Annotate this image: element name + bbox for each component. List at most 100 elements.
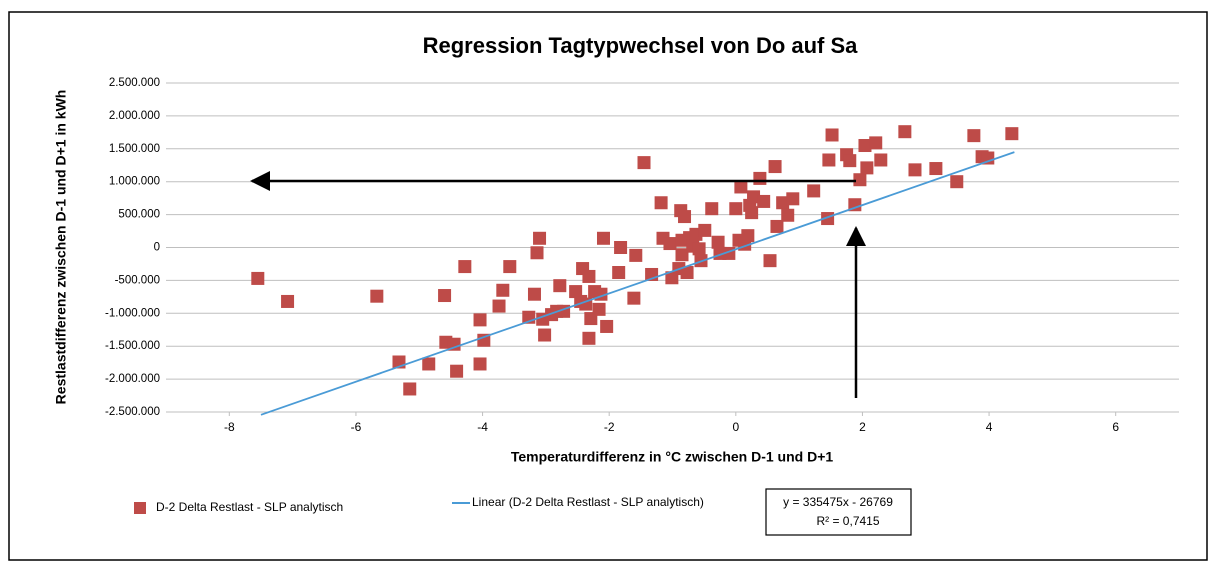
point xyxy=(473,313,487,327)
y-tick-label: -500.000 xyxy=(115,274,160,286)
x-axis-label: Temperaturdifferenz in °C zwischen D-1 u… xyxy=(511,449,834,465)
point xyxy=(596,231,610,245)
point xyxy=(729,202,743,216)
point xyxy=(680,266,694,280)
point xyxy=(450,364,464,378)
point xyxy=(781,208,795,222)
x-tick-label: 6 xyxy=(1112,420,1119,434)
x-tick-label: 2 xyxy=(859,420,866,434)
point xyxy=(929,162,943,176)
x-tick-label: -6 xyxy=(351,420,362,434)
point xyxy=(614,241,628,254)
point xyxy=(825,128,839,142)
point xyxy=(663,237,677,251)
point xyxy=(403,382,417,396)
y-tick-label: 1.000.000 xyxy=(109,176,160,188)
point xyxy=(741,229,755,243)
point xyxy=(281,294,295,308)
point xyxy=(898,125,912,139)
point xyxy=(496,283,510,297)
point xyxy=(747,190,761,204)
point xyxy=(908,163,922,177)
point xyxy=(370,289,384,303)
point xyxy=(582,331,596,345)
point xyxy=(569,285,583,299)
point xyxy=(592,302,606,316)
y-tick-label: -2.000.000 xyxy=(105,373,160,385)
chart-title: Regression Tagtypwechsel von Do auf Sa xyxy=(423,33,859,58)
point xyxy=(981,151,995,165)
point xyxy=(422,357,436,371)
point xyxy=(438,289,452,303)
point xyxy=(692,242,706,256)
point xyxy=(843,154,857,168)
y-tick-label: 500.000 xyxy=(118,209,160,221)
point xyxy=(874,153,888,167)
y-tick-label: 1.500.000 xyxy=(109,143,160,155)
y-tick-label: 2.000.000 xyxy=(109,110,160,122)
y-tick-label: -2.500.000 xyxy=(105,406,160,418)
point xyxy=(251,271,265,285)
point xyxy=(637,156,651,170)
point xyxy=(822,153,836,167)
equation: y = 335475x - 26769 xyxy=(783,495,893,509)
x-tick-label: -8 xyxy=(224,420,235,434)
point xyxy=(950,175,964,189)
y-tick-label: 0 xyxy=(154,242,160,254)
legend-label: D-2 Delta Restlast - SLP analytisch xyxy=(156,500,343,514)
point xyxy=(757,194,771,208)
x-tick-label: -2 xyxy=(604,420,615,434)
point xyxy=(553,279,567,293)
plot-area: 2.500.000 2.000.000 1.500.000 1.000.000 500.… xyxy=(105,77,1179,434)
point xyxy=(530,246,544,260)
y-tick-label: -1.500.000 xyxy=(105,340,160,352)
x-tick-label: 4 xyxy=(986,420,993,434)
trend-line xyxy=(260,151,1015,416)
point xyxy=(786,192,800,206)
point xyxy=(858,139,872,153)
point xyxy=(629,248,643,262)
point xyxy=(538,328,552,342)
point xyxy=(770,219,784,233)
legend-marker xyxy=(134,502,146,514)
point xyxy=(776,196,790,210)
point xyxy=(582,269,596,283)
point xyxy=(678,210,692,224)
point xyxy=(447,337,461,351)
point xyxy=(600,319,614,333)
y-axis-label: Restlastdifferenz zwischen D-1 und D+1 i… xyxy=(53,90,69,405)
point xyxy=(705,202,719,216)
point xyxy=(869,136,883,150)
point xyxy=(860,161,874,175)
point xyxy=(675,248,689,262)
equation-box xyxy=(765,488,912,536)
y-tick-label: -1.000.000 xyxy=(105,307,160,319)
point xyxy=(768,160,782,174)
r-squared: R² = 0,7415 xyxy=(816,514,879,528)
point xyxy=(612,266,626,280)
x-tick-label: 0 xyxy=(732,420,739,434)
x-tick-label: -4 xyxy=(477,420,488,434)
point xyxy=(967,129,981,143)
legend-label: Linear (D-2 Delta Restlast - SLP analyti… xyxy=(472,495,704,509)
point xyxy=(492,299,506,313)
point xyxy=(477,333,491,347)
point xyxy=(734,180,748,194)
y-tick-label: 2.500.000 xyxy=(109,77,160,89)
point xyxy=(807,184,821,198)
point xyxy=(1005,127,1019,141)
point xyxy=(627,291,641,305)
chart-frame xyxy=(8,11,1208,561)
point xyxy=(753,171,767,185)
point xyxy=(763,254,777,268)
point xyxy=(527,287,541,301)
point xyxy=(745,206,759,220)
point xyxy=(853,173,867,187)
point xyxy=(533,231,547,245)
point xyxy=(473,357,487,371)
point xyxy=(654,196,668,210)
point xyxy=(698,223,712,237)
point xyxy=(711,235,725,249)
point xyxy=(458,260,472,274)
